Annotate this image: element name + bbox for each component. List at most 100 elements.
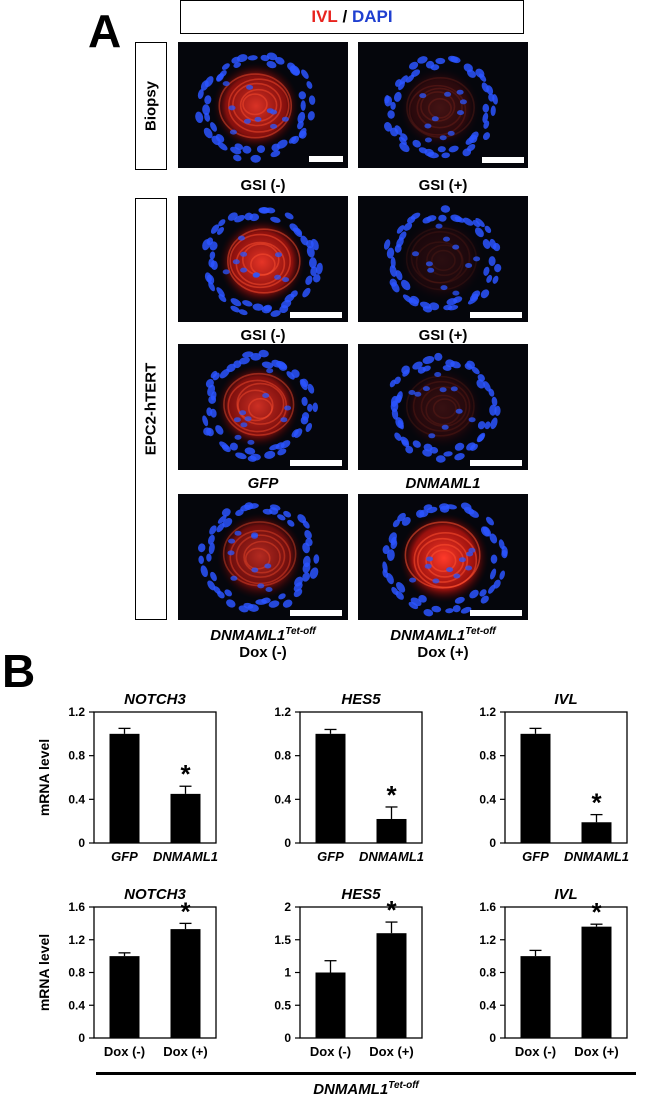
dapi-nucleus [233,62,242,68]
dapi-nucleus [440,285,448,291]
caption-r4-left-sub: Dox (-) [239,644,287,661]
dapi-nucleus [279,305,289,314]
ivl-ring [223,372,295,436]
dapi-nucleus [206,407,213,417]
dapi-nucleus [426,215,437,222]
dapi-nucleus [210,370,218,379]
ivl-ring [250,253,276,276]
dapi-nucleus [229,129,237,135]
y-tick-label: 0.8 [68,749,85,763]
ivl-ring [229,233,291,289]
dapi-nucleus [312,274,321,283]
bar [520,956,551,1038]
ivl-ring [227,78,290,133]
y-axis-label: mRNA level [36,934,52,1011]
dapi-nucleus [397,512,406,522]
dapi-nucleus [430,64,440,71]
dapi-nucleus [460,606,472,614]
dapi-nucleus [491,396,498,407]
y-tick-label: 0 [78,1031,85,1045]
dapi-nucleus [494,263,502,273]
dapi-nucleus [219,70,227,78]
dapi-nucleus [490,417,498,430]
dapi-nucleus [464,363,473,370]
bar-chart: IVL 0 0.4 0.8 1.2 GFP DNMAML1 * [479,691,629,864]
dapi-nucleus [456,89,464,95]
dapi-nucleus [452,290,460,296]
y-axis-label: mRNA level [36,739,52,816]
dapi-nucleus [411,69,421,77]
dapi-nucleus [390,101,396,110]
dapi-nucleus [209,525,217,535]
dapi-nucleus [264,563,272,569]
ivl-ring [410,230,471,284]
dapi-nucleus [471,366,480,375]
chart-frame [93,711,217,844]
dapi-nucleus [450,386,458,392]
caption-r1-left: GSI (-) [240,177,286,194]
dapi-nucleus [265,207,276,214]
y-tick-label: 0 [489,1031,496,1045]
y-tick-label: 1.2 [68,933,85,947]
y-tick-label: 0.5 [274,998,291,1012]
dapi-nucleus [244,447,256,455]
x-tick-label: DNMAML1 [153,849,218,864]
dapi-nucleus [288,136,297,144]
dapi-nucleus [266,52,278,61]
dapi-nucleus [226,363,236,373]
dapi-nucleus [426,556,434,562]
dapi-nucleus [250,352,262,361]
bar [109,956,140,1038]
dapi-nucleus [474,227,484,238]
dapi-nucleus [482,132,491,141]
stain-label-dapi: DAPI [352,7,393,26]
dapi-nucleus [268,600,280,608]
dapi-nucleus [250,154,261,163]
dapi-nucleus [275,252,282,258]
chart-title: IVL [554,691,577,708]
dapi-nucleus [271,143,280,152]
micrograph-epc2-gsi-minus-2 [178,344,348,470]
dapi-nucleus [468,417,476,423]
dapi-nucleus [202,104,211,116]
micrograph-biopsy-gsi-minus [178,42,348,168]
significance-star: * [591,788,602,818]
dapi-nucleus [307,403,313,412]
dapi-nucleus [224,589,232,597]
ivl-ring [242,93,268,116]
dapi-nucleus [261,361,274,369]
dapi-nucleus [408,601,419,610]
y-tick-label: 0.4 [479,998,496,1012]
x-tick-label: DNMAML1 [564,849,629,864]
dapi-nucleus [203,427,212,436]
row-label-cells-box: EPC2-hTERT [135,198,167,620]
dapi-nucleus [195,111,204,124]
bar-chart: NOTCH3 0 0.4 0.8 1.2 GFP DNMAML1 * mRNA level [36,691,218,864]
ivl-ring [218,73,293,139]
dapi-nucleus [307,383,315,394]
dapi-nucleus [266,108,274,114]
ivl-ring [232,82,282,127]
dapi-nucleus [468,509,479,518]
x-tick-label: Dox (+) [574,1044,618,1059]
y-tick-label: 1.2 [479,705,496,719]
dapi-nucleus [480,526,490,537]
dapi-nucleus [277,448,287,456]
dapi-nucleus [235,452,247,460]
dapi-nucleus [207,580,216,591]
caption-r4-right-sup: Tet-off [465,626,496,637]
bar-chart: IVL 0 0.4 0.8 1.2 1.6 Dox (-) Dox (+) * [479,886,628,1059]
y-tick-label: 0 [284,1031,291,1045]
dapi-nucleus [266,368,274,374]
x-tick-label: GFP [111,849,138,864]
dapi-nucleus [291,369,300,378]
dapi-nucleus [306,246,315,258]
dapi-nucleus [289,65,300,76]
dapi-nucleus [483,120,490,129]
y-tick-label: 0.8 [479,749,496,763]
dapi-nucleus [301,69,309,79]
dapi-nucleus [419,301,432,309]
dapi-nucleus [310,266,318,277]
dapi-nucleus [400,436,409,446]
bar [520,733,551,843]
